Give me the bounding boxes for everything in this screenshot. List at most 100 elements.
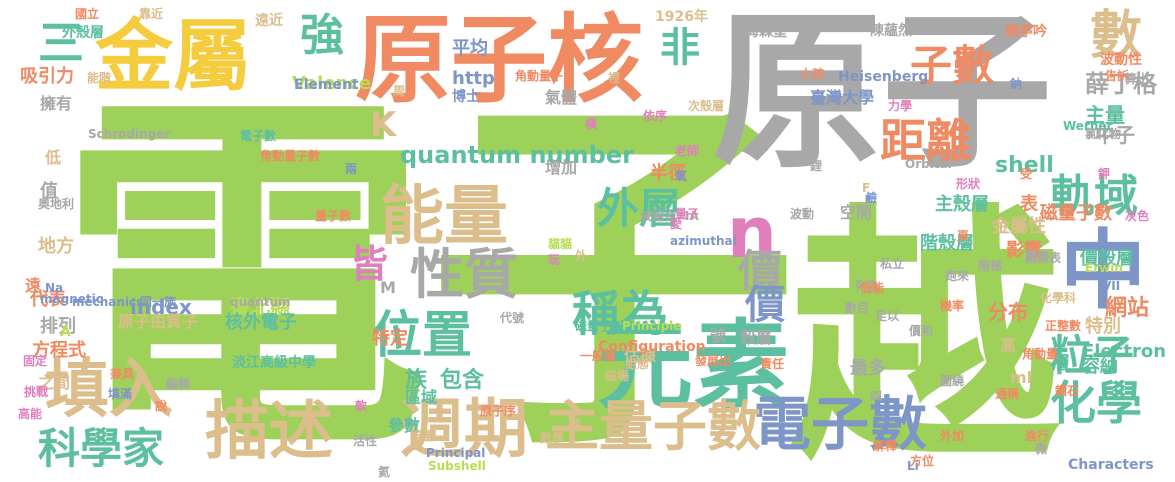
- word-39: 擁有: [40, 94, 73, 113]
- word-49: 原子由質子: [118, 312, 199, 331]
- word-151: 兩: [345, 162, 358, 176]
- word-181: 玩: [548, 253, 561, 267]
- word-90: Element: [294, 77, 359, 93]
- word-91: 能階: [87, 71, 112, 85]
- word-176: 微: [1035, 442, 1048, 456]
- word-189: 小孩: [800, 67, 825, 81]
- word-126: 責任: [760, 357, 785, 371]
- word-104: 博士: [452, 89, 480, 105]
- word-23: 數: [1090, 6, 1143, 66]
- word-112: magnetic: [40, 292, 103, 306]
- word-16: 稱為: [572, 286, 669, 342]
- word-32: K: [370, 105, 397, 145]
- word-119: Werner: [1063, 119, 1113, 133]
- word-129: 一般層: [580, 349, 617, 363]
- word-107: 角動量子數: [260, 149, 321, 163]
- word-152: 頁: [957, 229, 970, 243]
- word-160: 列為: [855, 279, 880, 293]
- word-128: 組態: [625, 357, 650, 371]
- word-7: 能量: [380, 180, 508, 254]
- word-153: 鈉: [1010, 77, 1023, 91]
- word-44: 估據: [624, 346, 657, 365]
- word-115: Principle: [622, 319, 682, 333]
- word-8: 週期: [400, 393, 528, 467]
- word-12: 主量子數: [545, 395, 761, 458]
- word-35: http: [452, 68, 495, 89]
- word-147: VII: [1102, 279, 1121, 293]
- word-6: 金屬: [95, 12, 252, 102]
- word-165: 編輯: [166, 377, 191, 391]
- word-100: 波動性: [1100, 52, 1142, 68]
- word-84: 之間: [38, 373, 71, 392]
- word-2: 原子: [712, 0, 1053, 192]
- word-163: 鑽石: [1055, 384, 1080, 398]
- word-113: 奧地利: [38, 197, 75, 211]
- word-137: 形狀: [956, 177, 981, 191]
- word-70: 殼層: [740, 328, 773, 347]
- word-101: 告訴: [1105, 69, 1130, 83]
- word-139: 老師: [675, 144, 700, 158]
- word-114: 磁量子: [575, 319, 612, 333]
- word-66: Electron: [1082, 341, 1167, 362]
- word-27: n: [727, 192, 777, 274]
- word-192: 氧: [675, 169, 688, 183]
- word-124: 圍繞: [940, 374, 965, 388]
- word-158: 價和: [909, 324, 934, 338]
- word-41: 半徑: [650, 163, 686, 184]
- word-20: 化學: [1050, 376, 1142, 430]
- word-64: 分布: [988, 300, 1028, 324]
- word-185: 四: [870, 389, 883, 403]
- word-50: 淡江高級中學: [232, 355, 316, 371]
- word-134: 波動: [790, 207, 815, 221]
- word-180: 貓貓: [548, 237, 573, 251]
- word-52: 主量: [1085, 103, 1125, 127]
- word-83: 低: [45, 148, 62, 167]
- word-195: 數學: [540, 431, 565, 445]
- word-157: 氯化物: [1085, 127, 1122, 141]
- word-42: 族: [405, 368, 428, 393]
- word-132: 數目: [845, 301, 870, 315]
- word-73: ml: [1010, 368, 1033, 387]
- word-196: 族: [570, 417, 583, 431]
- word-173: 方位: [910, 454, 935, 468]
- word-162: 跑去: [1025, 249, 1050, 263]
- word-43: 包含: [440, 368, 485, 393]
- word-68: 容納: [1082, 356, 1118, 377]
- word-103: Schrodinger: [88, 127, 171, 141]
- word-10: 填入: [45, 353, 173, 427]
- word-3: 越: [790, 182, 1060, 482]
- word-99: 賴亭吟: [1005, 24, 1047, 40]
- word-116: Principal: [426, 446, 486, 460]
- word-4: 原子核: [355, 4, 643, 116]
- word-22: 子數: [910, 41, 995, 90]
- word-77: Configuration: [598, 339, 706, 355]
- word-146: IA: [685, 209, 699, 223]
- word-79: 方程式: [32, 340, 86, 361]
- word-164: 說: [155, 399, 168, 413]
- word-19: 粒子: [1050, 331, 1135, 380]
- word-11: 電子數: [753, 390, 928, 458]
- word-21: 距離: [880, 114, 972, 168]
- word-174: 外加: [940, 429, 965, 443]
- word-33: quantum number: [400, 141, 634, 169]
- word-53: 中子: [1095, 123, 1135, 147]
- word-166: 能量: [410, 429, 435, 443]
- word-145: Na: [45, 281, 64, 295]
- word-148: Li: [907, 459, 919, 473]
- word-63: 網站: [1105, 296, 1150, 321]
- word-161: 跑來: [945, 269, 970, 283]
- word-97: 海森堡: [745, 24, 787, 40]
- word-191: 量子: [675, 207, 700, 221]
- word-154: 鉀: [1098, 167, 1111, 181]
- word-28: 外層: [597, 184, 682, 233]
- word-171: 進行: [1025, 429, 1050, 443]
- word-89: 臺灣大學: [810, 88, 875, 107]
- word-109: 同一族: [140, 295, 177, 309]
- word-1: 電子: [58, 65, 798, 482]
- word-187: 須: [724, 121, 737, 135]
- word-168: 代號: [500, 311, 525, 325]
- word-144: 固定: [23, 354, 48, 368]
- word-177: 受: [1020, 167, 1033, 181]
- word-46: index: [130, 295, 192, 319]
- word-182: 橫: [585, 117, 598, 131]
